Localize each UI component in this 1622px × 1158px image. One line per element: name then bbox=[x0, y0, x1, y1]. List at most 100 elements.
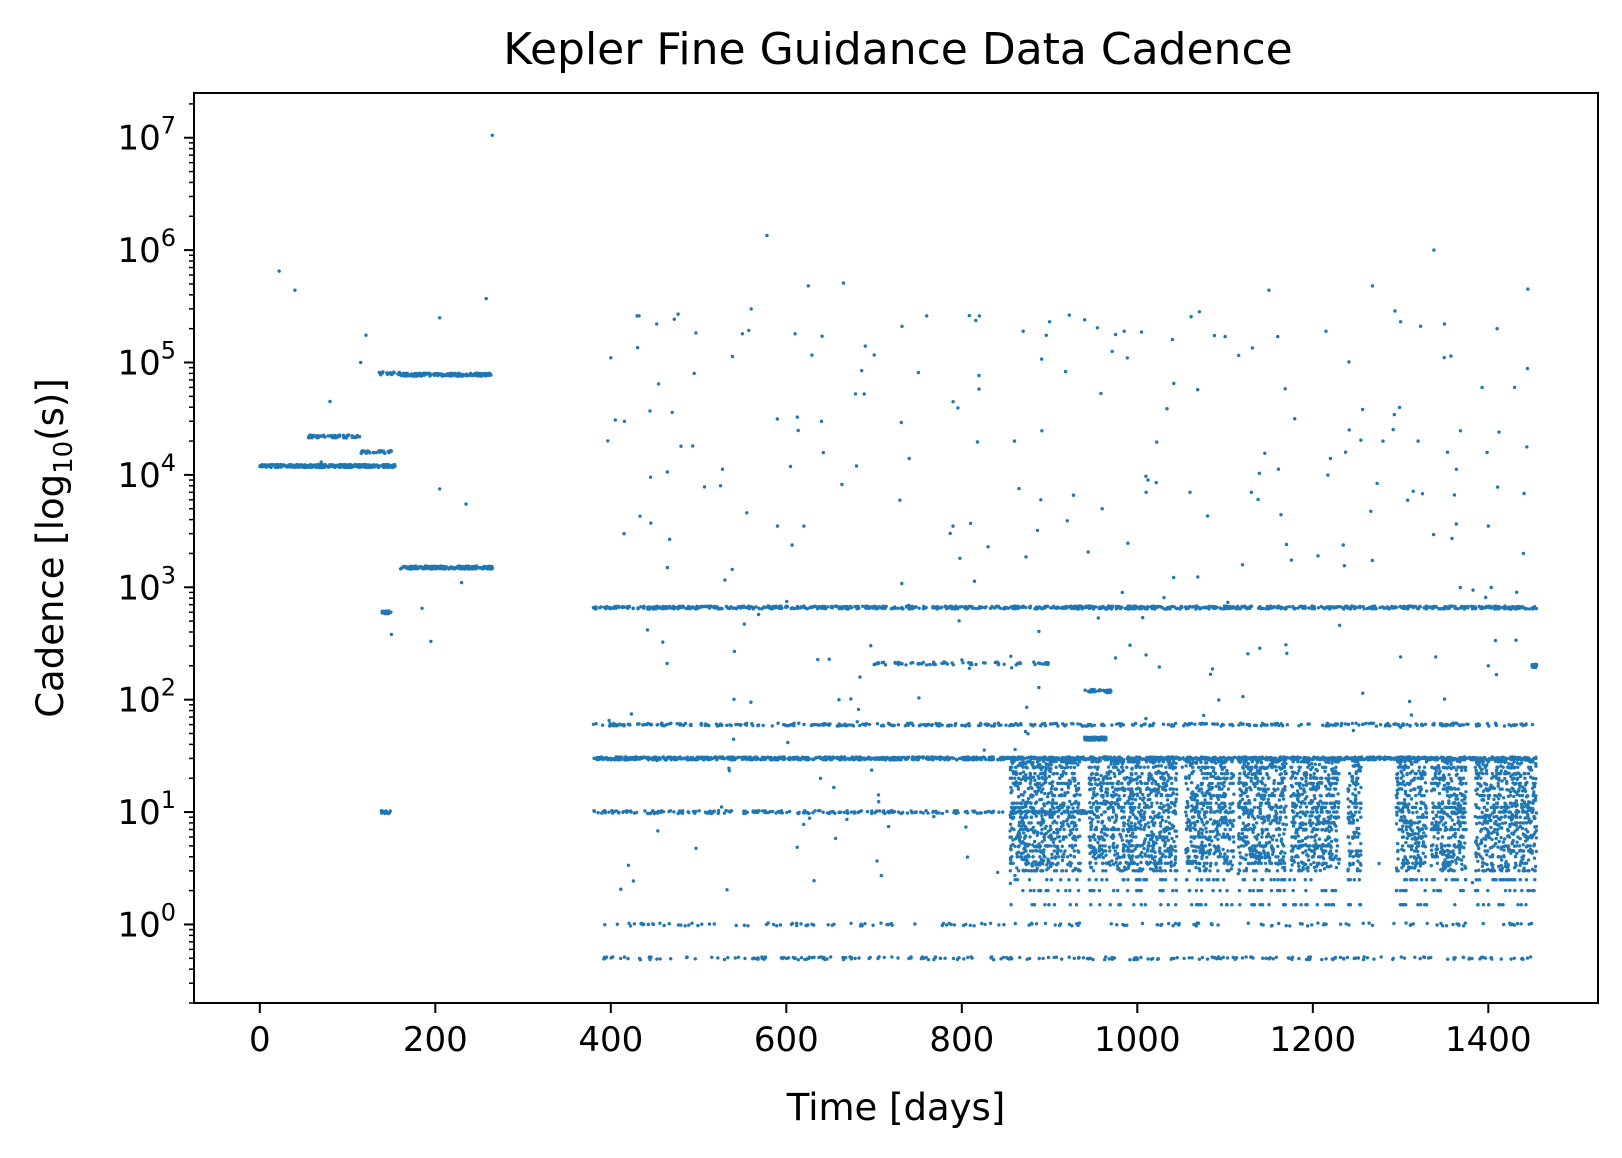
data-point bbox=[1040, 827, 1044, 832]
data-point bbox=[1513, 606, 1517, 611]
data-point bbox=[941, 921, 946, 926]
data-point bbox=[817, 723, 821, 727]
data-point bbox=[359, 451, 363, 455]
data-point bbox=[1437, 607, 1441, 611]
data-point bbox=[328, 463, 332, 468]
data-point bbox=[802, 604, 806, 608]
data-point bbox=[1198, 606, 1203, 610]
data-point bbox=[684, 955, 689, 960]
data-point bbox=[970, 956, 974, 960]
data-point bbox=[1466, 604, 1470, 609]
data-point bbox=[1259, 922, 1263, 926]
data-point bbox=[666, 756, 670, 760]
data-point bbox=[1008, 869, 1012, 873]
data-point bbox=[1001, 955, 1006, 960]
data-point bbox=[350, 434, 354, 438]
data-point bbox=[1349, 604, 1354, 608]
data-point bbox=[943, 758, 947, 762]
data-point bbox=[1502, 724, 1507, 728]
data-point bbox=[359, 463, 363, 467]
data-point bbox=[693, 957, 697, 961]
data-point bbox=[652, 605, 657, 609]
data-point bbox=[1367, 921, 1371, 925]
data-point bbox=[1060, 858, 1065, 863]
data-point bbox=[993, 606, 997, 610]
data-point bbox=[985, 723, 989, 728]
data-point bbox=[1308, 957, 1312, 961]
data-point bbox=[1170, 956, 1174, 961]
data-point bbox=[1079, 755, 1084, 760]
data-point bbox=[473, 566, 478, 570]
data-point bbox=[361, 449, 365, 453]
data-point bbox=[676, 923, 681, 927]
data-point bbox=[1046, 955, 1051, 960]
data-point bbox=[879, 921, 883, 925]
data-point bbox=[896, 662, 901, 667]
data-point bbox=[849, 921, 853, 925]
data-point bbox=[1483, 606, 1488, 610]
data-point bbox=[688, 757, 692, 762]
data-point bbox=[1221, 607, 1226, 611]
data-point bbox=[1284, 924, 1288, 928]
data-point bbox=[1050, 856, 1054, 860]
data-point bbox=[955, 957, 960, 962]
data-point bbox=[1099, 605, 1103, 609]
data-point bbox=[724, 604, 729, 609]
data-point bbox=[1379, 955, 1383, 959]
data-point bbox=[1008, 829, 1012, 833]
data-point bbox=[438, 372, 442, 377]
data-point bbox=[1097, 738, 1102, 742]
data-point bbox=[600, 811, 604, 815]
data-point bbox=[1062, 827, 1066, 832]
data-point bbox=[1477, 604, 1481, 609]
data-point bbox=[1037, 888, 1041, 893]
data-point bbox=[778, 923, 783, 927]
data-point bbox=[1194, 607, 1198, 611]
data-point bbox=[1138, 605, 1142, 609]
data-point bbox=[896, 606, 900, 610]
data-point bbox=[742, 809, 746, 813]
data-point bbox=[347, 433, 351, 437]
data-point bbox=[1193, 722, 1197, 726]
data-point bbox=[1347, 923, 1351, 927]
data-point bbox=[1130, 723, 1135, 727]
data-point bbox=[1451, 922, 1455, 927]
data-point bbox=[1036, 661, 1041, 665]
data-point bbox=[858, 723, 862, 728]
data-point bbox=[947, 921, 951, 926]
data-point bbox=[707, 922, 712, 926]
data-point bbox=[1032, 660, 1036, 664]
data-point bbox=[778, 606, 782, 611]
data-point bbox=[1028, 772, 1033, 777]
data-point bbox=[722, 957, 727, 962]
data-point bbox=[258, 464, 262, 469]
data-point bbox=[1455, 722, 1459, 726]
data-point bbox=[1533, 664, 1538, 668]
data-point bbox=[648, 722, 652, 726]
data-point bbox=[891, 723, 895, 728]
data-point bbox=[1072, 849, 1077, 853]
data-point bbox=[831, 755, 835, 759]
data-point bbox=[1307, 606, 1311, 610]
data-point bbox=[1078, 760, 1082, 764]
data-point bbox=[326, 434, 330, 438]
data-point bbox=[651, 922, 656, 927]
data-point bbox=[966, 955, 970, 960]
data-point bbox=[896, 723, 901, 727]
data-point bbox=[838, 810, 842, 814]
data-point bbox=[648, 957, 652, 962]
data-point bbox=[797, 810, 801, 815]
data-point bbox=[677, 756, 681, 760]
data-point bbox=[1320, 957, 1324, 962]
data-point bbox=[748, 755, 752, 759]
data-point bbox=[1166, 722, 1171, 727]
data-point bbox=[1297, 956, 1301, 961]
data-point bbox=[742, 923, 747, 927]
data-point bbox=[738, 606, 743, 610]
data-point bbox=[448, 371, 452, 376]
data-point bbox=[603, 923, 607, 927]
data-point bbox=[1018, 955, 1022, 960]
data-point bbox=[1490, 957, 1494, 961]
data-point bbox=[1423, 722, 1428, 726]
data-point bbox=[1104, 737, 1108, 742]
